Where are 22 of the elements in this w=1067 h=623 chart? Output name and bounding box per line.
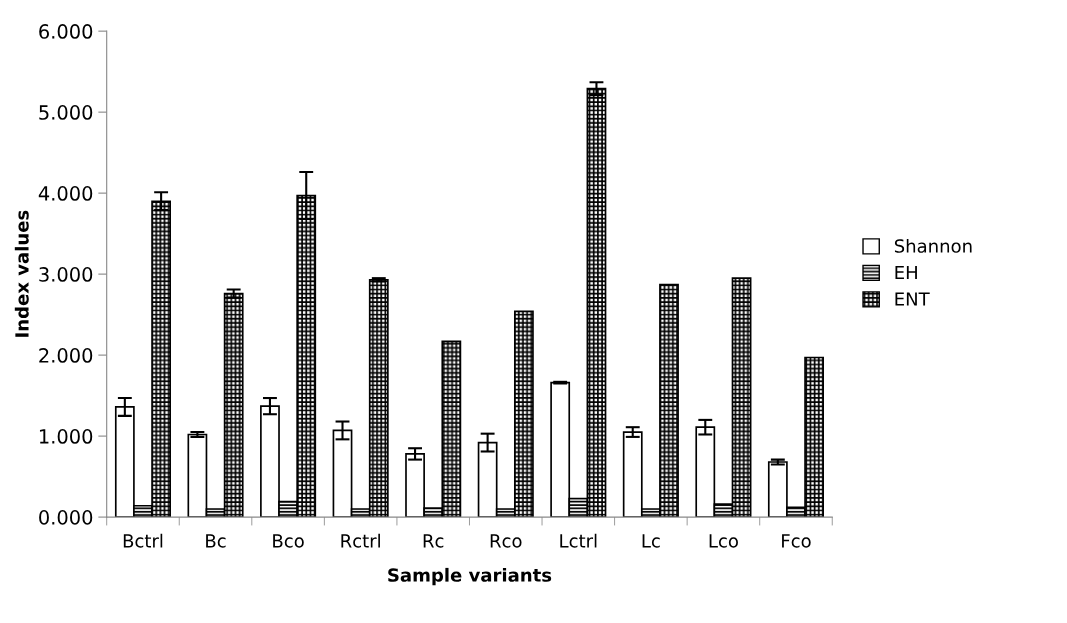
y-tick-label: 3.000 — [39, 267, 93, 282]
y-axis-title: Index values — [14, 210, 29, 337]
legend-label: ENT — [895, 292, 930, 306]
x-tick-label: Rctrl — [341, 533, 380, 548]
y-tick-label: 5.000 — [39, 105, 93, 120]
x-tick-label: Rco — [490, 534, 522, 548]
x-tick-label: Bc — [206, 534, 226, 548]
x-tick-label: Lco — [709, 534, 738, 548]
x-tick-label: Bctrl — [123, 533, 163, 548]
x-tick-label: Lc — [642, 534, 660, 548]
x-tick-label: Fco — [782, 534, 811, 548]
y-tick-label: 1.000 — [39, 429, 93, 444]
legend-label: EH — [895, 265, 917, 280]
x-tick-label: Rc — [423, 534, 444, 548]
y-tick-label: 0.000 — [39, 510, 93, 525]
x-tick-label: Bco — [273, 534, 304, 548]
y-tick-label: 4.000 — [38, 186, 93, 201]
x-axis-title: Sample variants — [388, 567, 552, 586]
y-tick-label: 6.000 — [39, 24, 93, 39]
x-tick-label: Lctrl — [560, 533, 597, 548]
legend-label: Shannon — [894, 238, 972, 253]
y-tick-label: 2.000 — [39, 348, 93, 363]
